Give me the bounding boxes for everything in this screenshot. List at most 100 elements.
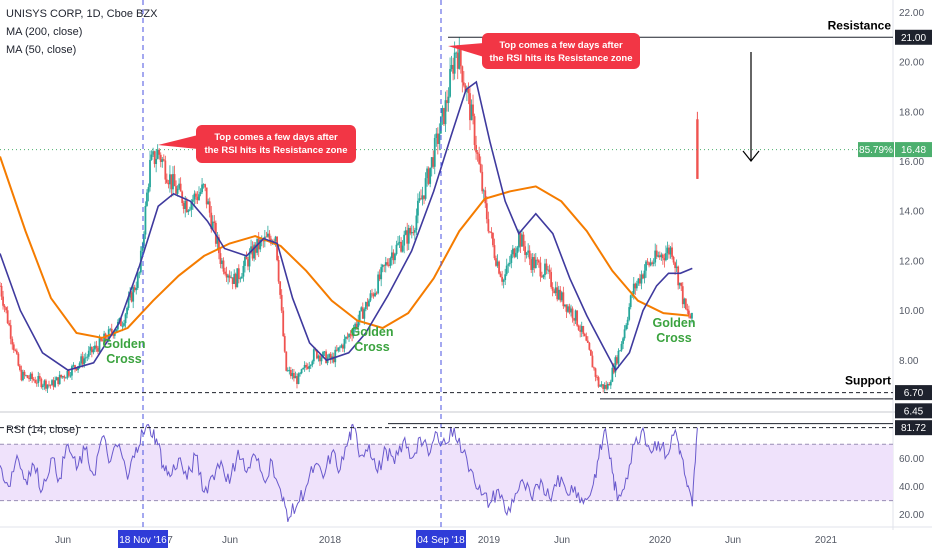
candle-body (577, 325, 580, 330)
candle-body (518, 233, 520, 248)
candle-body (668, 247, 670, 255)
candle-body (446, 100, 448, 104)
callout-pointer (448, 43, 484, 57)
time-tick-label: 2021 (815, 535, 838, 546)
candle-body (674, 262, 677, 269)
candle-body (149, 159, 151, 188)
candle-body (210, 212, 213, 229)
candle-body (435, 133, 438, 139)
candle-body (325, 351, 327, 364)
candle-body (551, 286, 554, 291)
candle-body (61, 376, 64, 378)
candle-body (570, 308, 572, 313)
candle-body (492, 232, 494, 246)
candle-body (479, 163, 482, 172)
candle-body (188, 209, 191, 211)
support-low-badge-bg (895, 403, 932, 419)
candle-body (666, 247, 669, 254)
candle-body (629, 295, 632, 308)
candle-body (31, 373, 34, 380)
candle-body (129, 292, 132, 298)
candle-body (384, 262, 387, 266)
candle-body (322, 351, 324, 358)
candle-body (80, 356, 83, 364)
candle-body (608, 384, 611, 386)
candle-body (245, 256, 248, 260)
candle-body (420, 198, 422, 200)
candle-body (323, 351, 326, 353)
candle-body (594, 368, 597, 377)
candle-body (634, 283, 637, 289)
candle-body (178, 183, 181, 189)
candle-body (29, 373, 32, 379)
candle-body (152, 151, 154, 155)
candle-body (423, 195, 425, 199)
price-tick-label: 14.00 (899, 207, 924, 218)
candle-body (490, 231, 493, 233)
candle-body (427, 168, 430, 184)
candle-body (407, 227, 410, 244)
candle-body (452, 64, 455, 74)
candle-body (550, 272, 553, 287)
candle-body (643, 270, 646, 279)
candle-body (106, 339, 109, 341)
time-tick-label: 2020 (649, 535, 672, 546)
candle-body (559, 289, 562, 301)
candle-body (417, 200, 419, 216)
candle-body (389, 258, 392, 266)
candle-body (240, 276, 243, 279)
candle-body (268, 233, 271, 239)
candle-body (146, 192, 148, 206)
highlighted-date-bg (416, 530, 466, 548)
highlighted-date-2: 04 Sep '18 (417, 535, 465, 546)
candle-body (603, 384, 606, 389)
candle-body (441, 108, 444, 117)
candle-body (191, 199, 194, 202)
candle-body (677, 266, 680, 286)
candle-body (334, 349, 337, 363)
candle-body (609, 381, 612, 386)
candle-body (123, 323, 125, 326)
candle-body (530, 259, 533, 270)
candle-body (406, 230, 409, 244)
candle-body (652, 262, 655, 264)
callout-line1: Top comes a few days after (499, 40, 623, 51)
candle-body (319, 355, 321, 362)
candle-body (514, 252, 517, 257)
candle-body (655, 250, 658, 257)
candle-body (216, 237, 219, 244)
candle-body (167, 182, 170, 185)
candle-body (661, 254, 664, 259)
candle-body (193, 193, 196, 200)
price-tick-label: 18.00 (899, 107, 924, 118)
candle-body (648, 262, 650, 266)
candle-body (219, 253, 222, 264)
highlighted-date-1: 18 Nov '16 (119, 535, 167, 546)
candle-body (291, 373, 294, 377)
candle-body (337, 347, 340, 351)
candle-body (60, 374, 63, 378)
candle-body (371, 293, 373, 295)
candle-body (464, 85, 467, 92)
candle-body (524, 246, 526, 255)
candle-body (98, 338, 101, 352)
ma200-legend: MA (200, close) (6, 26, 83, 38)
price-tick-label: 8.00 (899, 356, 919, 367)
candle-body (507, 264, 510, 266)
candle-body (499, 273, 502, 277)
candle-body (565, 304, 568, 312)
candle-body (236, 268, 239, 288)
candle-body (348, 334, 350, 338)
candle-body (640, 274, 643, 284)
candle-body (32, 379, 35, 381)
candle-body (438, 133, 441, 144)
candle-body (182, 202, 185, 209)
candle-body (78, 363, 81, 367)
candle-body (597, 377, 600, 387)
candle-body (378, 274, 381, 280)
candle-body (14, 350, 17, 351)
candle-body (228, 275, 231, 278)
candle-body (280, 294, 283, 311)
candle-body (299, 373, 301, 375)
